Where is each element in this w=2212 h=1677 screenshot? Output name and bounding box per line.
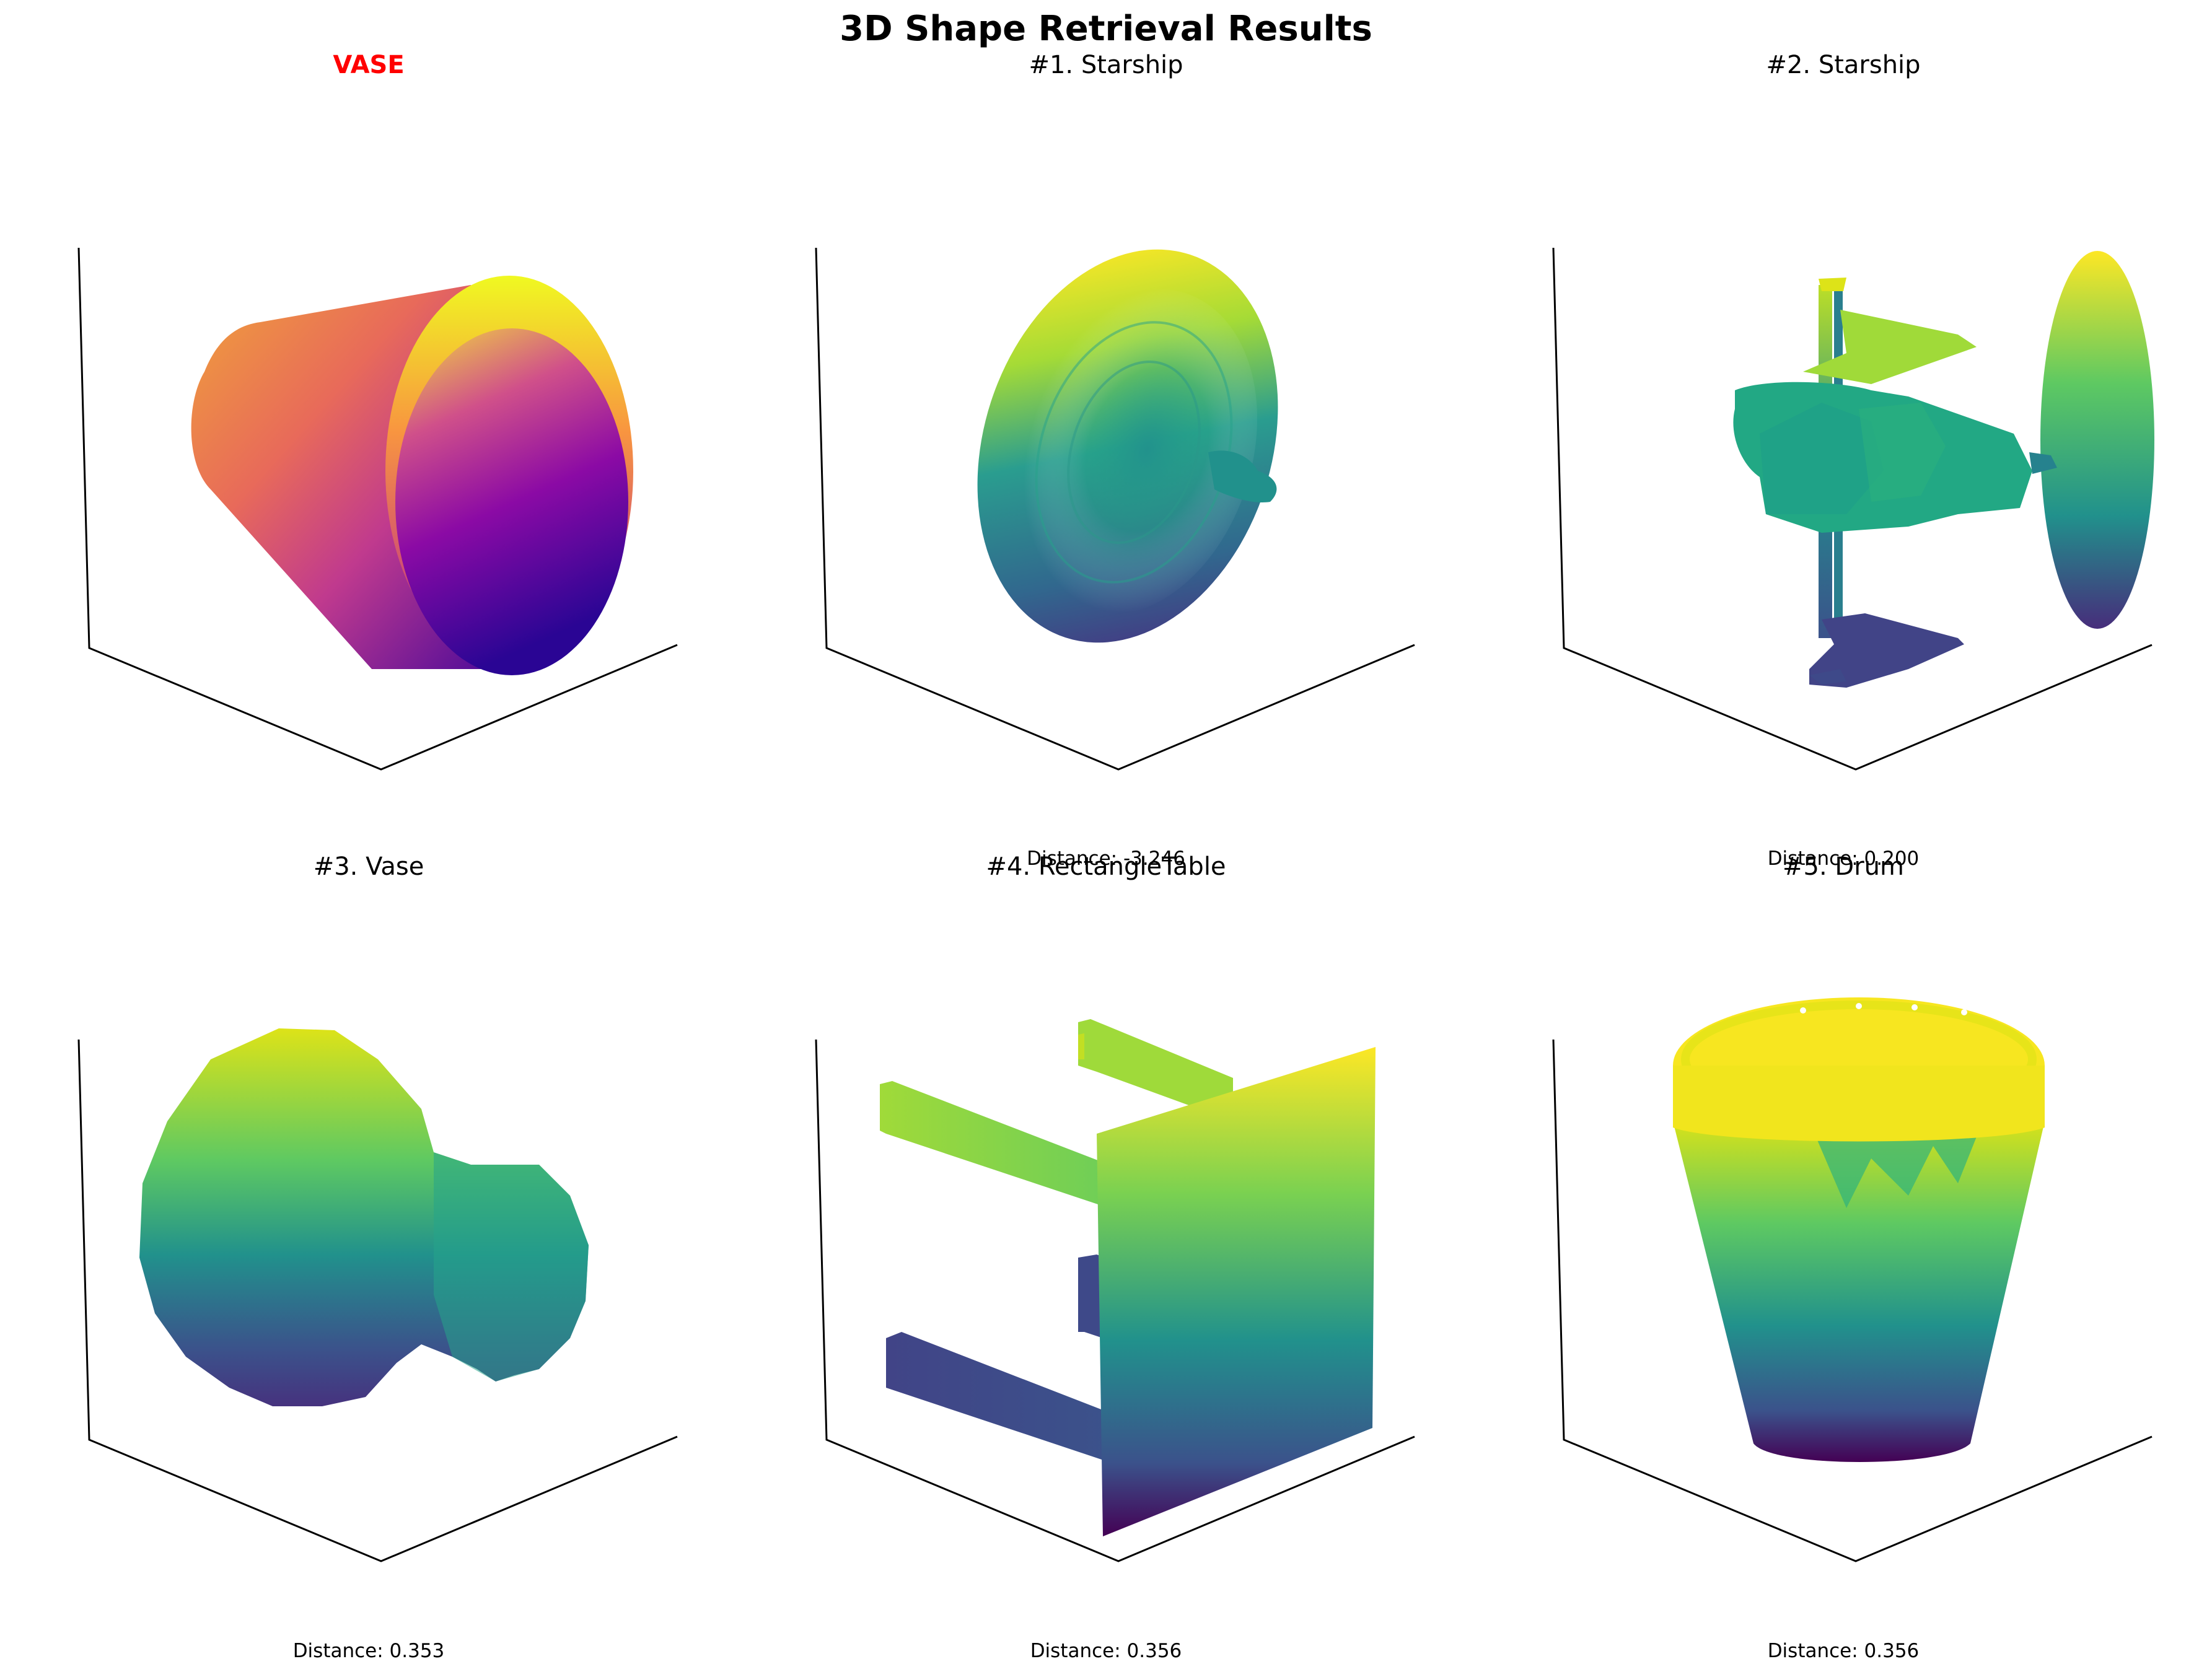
result-4-shape-render bbox=[815, 1019, 1415, 1562]
3d-axes bbox=[815, 247, 1415, 771]
result-5-distance: Distance: 0.356 bbox=[1767, 1640, 1920, 1662]
drum-shape bbox=[1673, 997, 2045, 1462]
query-shape-render bbox=[77, 247, 678, 771]
result-2-title: #2. Starship bbox=[1766, 51, 1921, 79]
3d-axes bbox=[1552, 1039, 2153, 1562]
starship-shape bbox=[1733, 251, 2154, 688]
result-1-title: #1. Starship bbox=[1029, 51, 1183, 79]
result-panel-5: #5. Drum Distance: 0.356 bbox=[1475, 799, 2212, 1662]
result-panel-3: #3. Vase Distance: 0.353 bbox=[0, 799, 737, 1662]
3d-axes bbox=[1552, 247, 2153, 771]
result-2-shape-render bbox=[1552, 247, 2154, 771]
result-2-distance: Distance: 0.200 bbox=[1767, 847, 1920, 870]
result-panel-2: #2. Starship Distance: 0.200 bbox=[1475, 0, 2212, 870]
query-panel: VASE bbox=[0, 0, 737, 799]
result-4-distance: Distance: 0.356 bbox=[1030, 1640, 1182, 1662]
disk-shape bbox=[977, 249, 1278, 643]
result-3-shape-render bbox=[77, 1028, 678, 1562]
result-1-shape-render bbox=[815, 247, 1415, 771]
result-3-title: #3. Vase bbox=[313, 852, 424, 881]
result-1-distance: Distance: -3.246 bbox=[1027, 847, 1185, 870]
cone-shape bbox=[191, 276, 633, 675]
figure-title: 3D Shape Retrieval Results bbox=[840, 9, 1372, 49]
result-3-distance: Distance: 0.353 bbox=[292, 1640, 445, 1662]
vase-shape bbox=[139, 1028, 589, 1406]
3d-axes bbox=[77, 1039, 678, 1562]
query-panel-title: VASE bbox=[333, 51, 405, 79]
3d-axes bbox=[815, 1039, 1415, 1562]
result-panel-1: #1. Starship Distance: -3.246 bbox=[737, 0, 1475, 870]
3d-axes bbox=[77, 247, 678, 771]
result-5-shape-render bbox=[1552, 997, 2153, 1562]
result-4-title: #4. RectangleTable bbox=[986, 852, 1226, 881]
result-panel-4: #4. RectangleTable Distance: 0.356 bbox=[737, 799, 1475, 1662]
table-shape bbox=[880, 1019, 1376, 1536]
result-5-title: #5. Drum bbox=[1783, 852, 1904, 881]
